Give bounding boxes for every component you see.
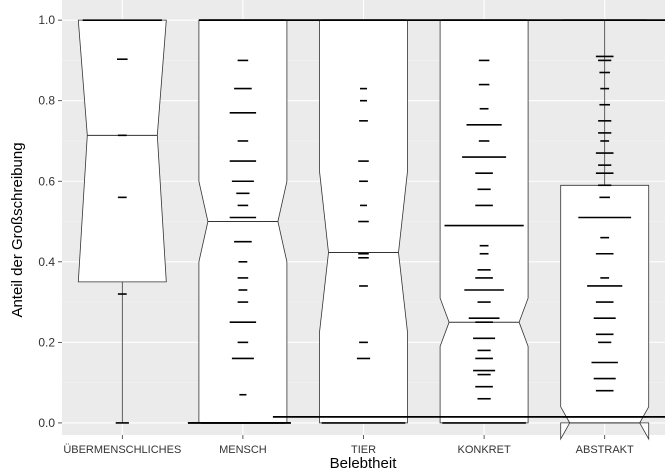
- x-axis-title: Belebtheit: [330, 455, 398, 472]
- x-tick-label: ÜBERMENSCHLICHES: [63, 444, 181, 456]
- boxes-layer: [77, 19, 650, 441]
- x-tick-label: TIER: [351, 444, 376, 456]
- x-tick-label: MENSCH: [219, 444, 267, 456]
- x-tick-label: ABSTRAKT: [576, 444, 634, 456]
- y-tick-label: 0.4: [38, 255, 55, 269]
- x-tick-label: KONKRET: [458, 444, 511, 456]
- y-tick-label: 0.6: [38, 174, 55, 188]
- x-axis: ÜBERMENSCHLICHES MENSCH TIER KONKRET ABSTRAK…: [63, 435, 634, 456]
- y-tick-label: 1.0: [38, 13, 55, 27]
- points-layer: [82, 19, 665, 424]
- y-axis-title: Anteil der Großschreibung: [9, 142, 26, 317]
- box-abstrakt: [560, 184, 650, 441]
- y-tick-label: 0.0: [38, 416, 55, 430]
- y-axis: 0.0 0.2 0.4 0.6 0.8 1.0: [38, 13, 62, 430]
- y-tick-label: 0.8: [38, 94, 55, 108]
- y-tick-label: 0.2: [38, 335, 55, 349]
- box-konkret: [439, 19, 529, 424]
